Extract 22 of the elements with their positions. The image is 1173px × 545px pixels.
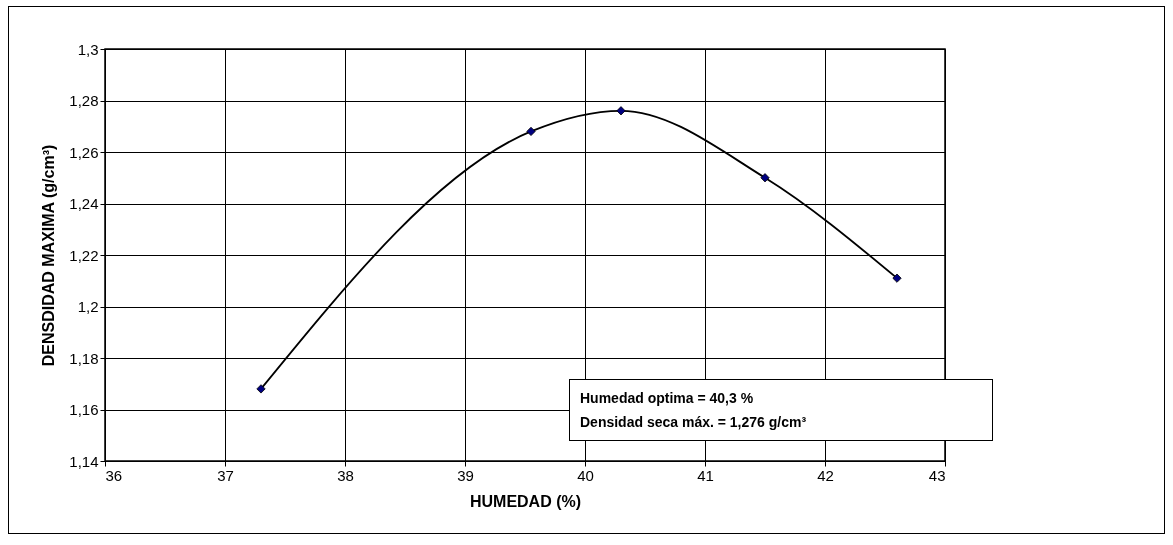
y-tick-label: 1,14 xyxy=(69,452,99,470)
x-tick-label: 38 xyxy=(337,466,354,484)
x-axis-title: HUMEDAD (%) xyxy=(469,492,582,510)
x-tick-label: 36 xyxy=(105,466,123,484)
y-tick-label: 1,2 xyxy=(77,298,99,315)
annotation: Humedad optima = 40,3 % xyxy=(580,389,755,408)
y-tick-label: 1,16 xyxy=(69,401,99,418)
x-tick-label: 40 xyxy=(577,466,594,484)
y-tick-label: 1,3 xyxy=(77,40,99,58)
x-tick-label: 41 xyxy=(697,466,714,484)
x-tick-label: 39 xyxy=(457,466,474,484)
x-tick-label: 42 xyxy=(817,466,834,484)
x-tick-label: 37 xyxy=(217,466,234,484)
y-tick-label: 1,28 xyxy=(69,92,99,109)
y-tick-label: 1,24 xyxy=(69,195,99,212)
y-axis-title: DENSDIDAD MAXIMA (g/cm³) xyxy=(40,144,58,367)
annotation: Densidad seca máx. = 1,276 g/cm³ xyxy=(580,413,808,432)
y-tick-label: 1,22 xyxy=(69,246,99,264)
y-tick-label: 1,18 xyxy=(69,349,99,367)
x-tick-label: 43 xyxy=(928,466,946,484)
note-box: Humedad optima = 40,3 % Densidad seca máx. = 1,276 g/cm³ xyxy=(569,379,993,441)
y-tick-label: 1,26 xyxy=(69,143,99,161)
